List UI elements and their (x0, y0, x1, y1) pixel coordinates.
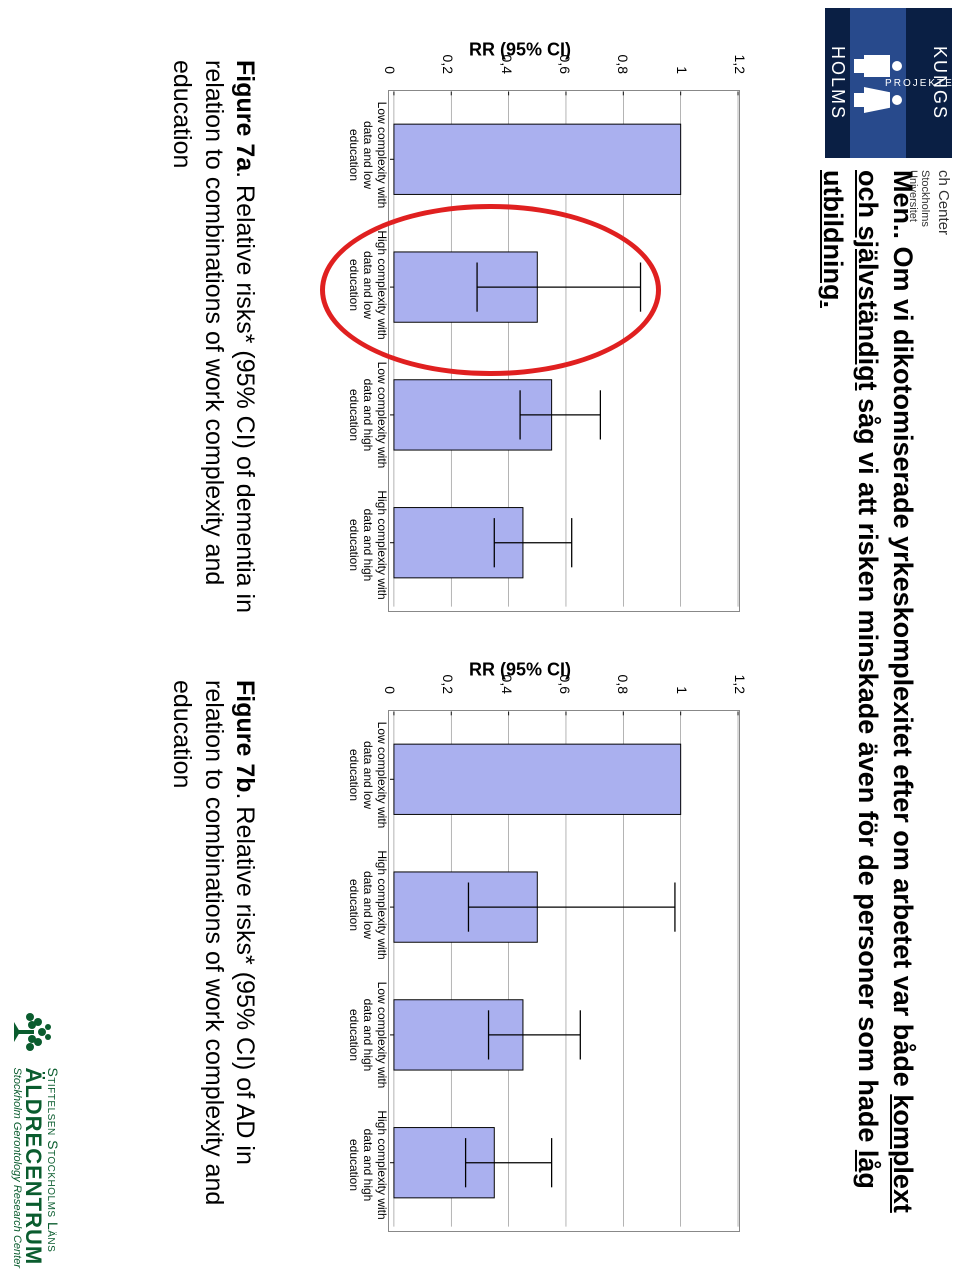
logo-line3: PROJEKTET (885, 78, 960, 89)
logo-line2: HOLMS (825, 8, 850, 158)
tree-icon (10, 1007, 60, 1057)
x-category-label: Low complexity with data and high educat… (347, 970, 388, 1100)
caption-7a-bold: Figure 7a (231, 60, 259, 171)
arc-text: ch Center (935, 170, 952, 235)
slide-title: Men.. Om vi dikotomiserade yrkeskomplexi… (815, 170, 920, 1258)
x-category-label: Low complexity with data and high educat… (347, 350, 388, 480)
chart-b-xlabels: Low complexity with data and low educati… (347, 710, 388, 1230)
figure-7b: RR (95% CI) 00,20,40,60,811,2 Low comple… (300, 680, 740, 1240)
su-line1: Stockholms (919, 170, 931, 227)
kungsholms-logo: KUNGS PROJEKTET HOLMS (825, 8, 952, 158)
x-category-label: Low complexity with data and low educati… (347, 90, 388, 220)
x-category-label: High complexity with data and high educa… (347, 1100, 388, 1230)
figure-7a: RR (95% CI) 00,20,40,60,811,2 Low comple… (300, 60, 740, 620)
caption-7b-bold: Figure 7b (231, 680, 259, 793)
chart-a-xlabels: Low complexity with data and low educati… (347, 90, 388, 610)
aldrecentrum-logo: Stiftelsen Stockholms Läns ÄLDRECENTRUM … (10, 1007, 60, 1268)
x-category-label: High complexity with data and low educat… (347, 220, 388, 350)
x-category-label: High complexity with data and low educat… (347, 840, 388, 970)
logo-right-l3: Stockholm Gerontology Research Center (10, 1067, 22, 1268)
caption-7a: Figure 7a. Relative risks* (95% CI) of d… (166, 60, 260, 620)
title-mid: såg vi att risken minskade även för de p… (853, 391, 883, 1150)
logo-right-l1: Stiftelsen Stockholms Läns (45, 1067, 60, 1268)
chart-a-ylabel: RR (95% CI) (469, 40, 571, 61)
caption-7b: Figure 7b. Relative risks* (95% CI) of A… (166, 680, 260, 1240)
chart-b-plot (388, 710, 740, 1232)
logo-right-l2: ÄLDRECENTRUM (22, 1067, 45, 1268)
chart-a-plot (388, 90, 740, 612)
x-category-label: Low complexity with data and low educati… (347, 710, 388, 840)
title-pre: Men.. Om vi dikotomiserade yrkeskomplexi… (888, 170, 918, 1094)
chart-b-ylabel: RR (95% CI) (469, 660, 571, 681)
x-category-label: High complexity with data and high educa… (347, 480, 388, 610)
